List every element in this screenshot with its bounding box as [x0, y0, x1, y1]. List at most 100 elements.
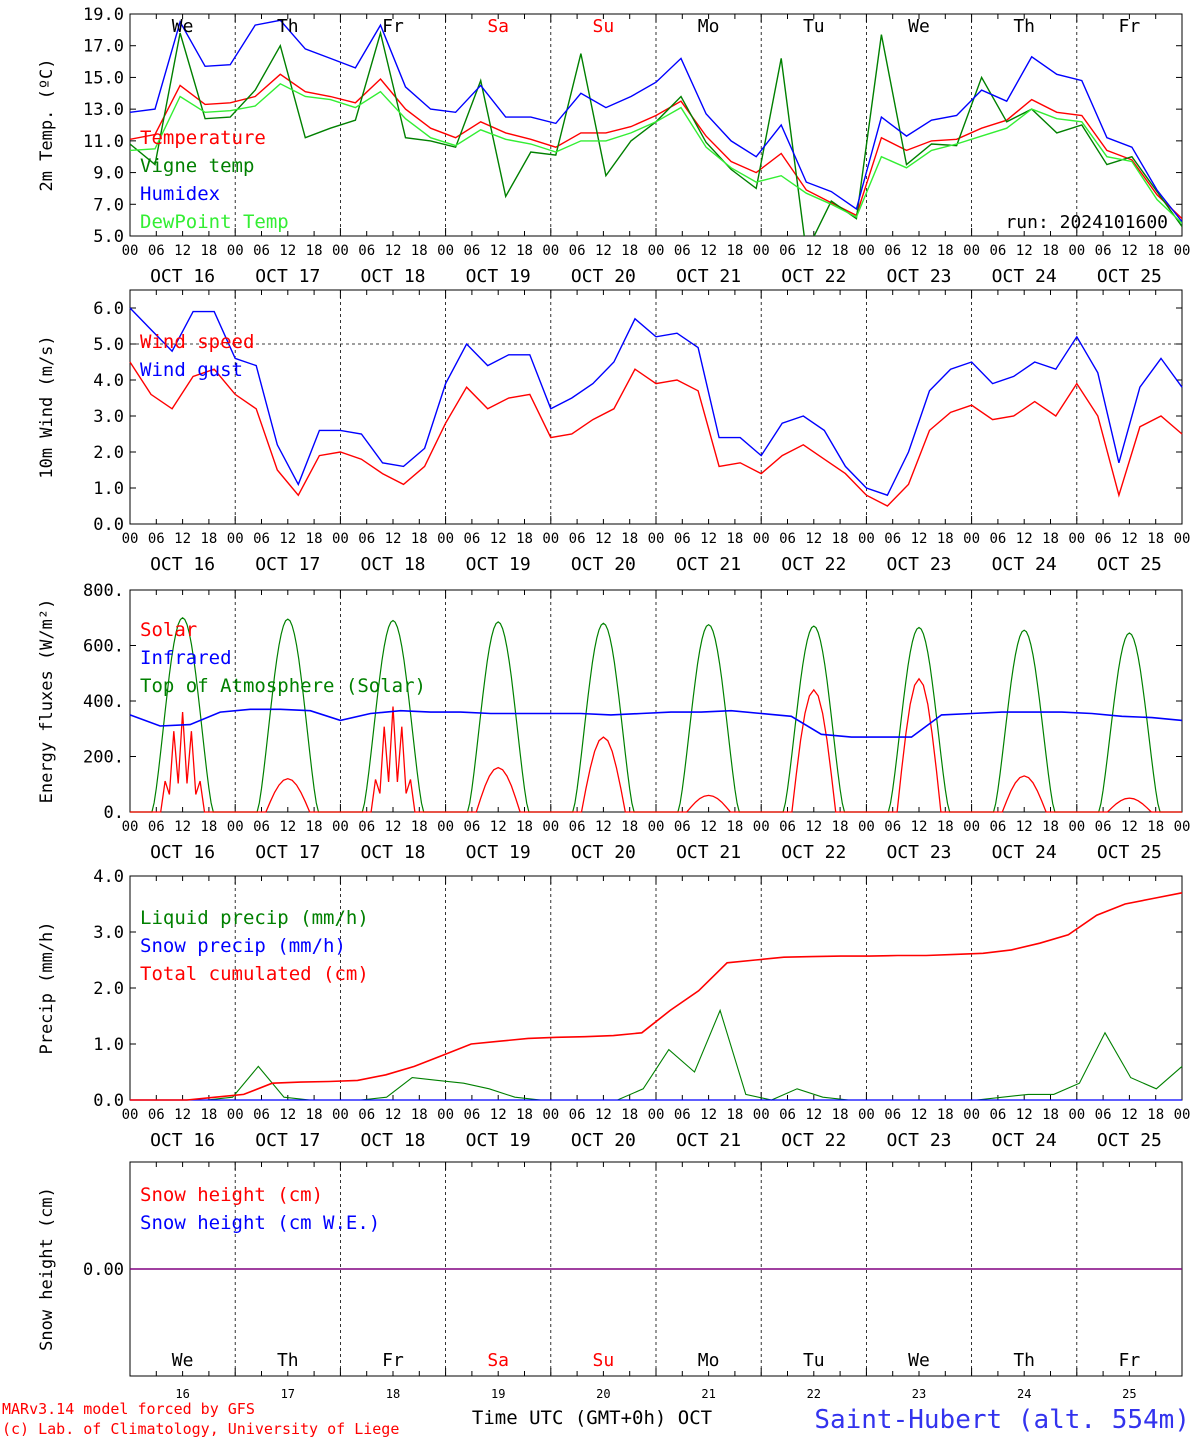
- date-label: OCT 20: [571, 554, 636, 575]
- y-tick-label: 3.0: [93, 923, 124, 943]
- date-label: OCT 21: [676, 554, 741, 575]
- hour-tick-label: 06: [884, 1107, 901, 1123]
- hour-tick-label: 12: [174, 1107, 191, 1123]
- footer: MARv3.14 model forced by GFS (c) Lab. of …: [2, 1400, 1190, 1438]
- hour-tick-label: 00: [437, 243, 454, 259]
- legend-entry: Infrared: [140, 647, 232, 669]
- hour-tick-label: 18: [200, 243, 217, 259]
- hour-tick-label: 00: [753, 1107, 770, 1123]
- hour-tick-label: 12: [805, 243, 822, 259]
- hour-tick-label: 12: [911, 819, 928, 835]
- hour-tick-label: 18: [200, 531, 217, 547]
- date-label: OCT 20: [571, 266, 636, 287]
- hour-tick-label: 00: [227, 1107, 244, 1123]
- day-abbr: Mo: [698, 1350, 720, 1371]
- series-line-wind-gust: [129, 307, 1183, 497]
- hour-tick-label: 06: [884, 243, 901, 259]
- y-tick-label: 2.0: [93, 443, 124, 463]
- day-number: 22: [807, 1387, 821, 1401]
- day-abbr: We: [908, 16, 930, 37]
- date-label: OCT 23: [886, 266, 951, 287]
- hour-tick-label: 12: [490, 531, 507, 547]
- hour-tick-label: 12: [490, 1107, 507, 1123]
- day-abbr: Th: [1013, 16, 1035, 37]
- hour-tick-label: 06: [253, 243, 270, 259]
- hour-tick-label: 18: [306, 531, 323, 547]
- hour-tick-label: 06: [674, 531, 691, 547]
- credit-line-2: (c) Lab. of Climatology, University of L…: [2, 1420, 399, 1438]
- hour-tick-label: 18: [937, 819, 954, 835]
- hour-tick-label: 18: [832, 1107, 849, 1123]
- day-number: 23: [912, 1387, 926, 1401]
- hour-tick-label: 18: [726, 531, 743, 547]
- hour-tick-label: 00: [1068, 531, 1085, 547]
- hour-tick-label: 00: [648, 819, 665, 835]
- series-group: [130, 19, 1182, 236]
- y-axis-label: 2m Temp. (ºC): [37, 58, 57, 191]
- y-tick-label: 1.0: [93, 1035, 124, 1055]
- hour-tick-label: 06: [884, 819, 901, 835]
- y-tick-label: 15.0: [83, 68, 124, 88]
- hour-tick-label: 00: [227, 819, 244, 835]
- station-label: Saint-Hubert (alt. 554m): [814, 1405, 1190, 1435]
- y-axis-label: 10m Wind (m/s): [37, 335, 57, 478]
- hour-tick-label: 12: [1016, 1107, 1033, 1123]
- hour-tick-label: 06: [463, 1107, 480, 1123]
- hour-tick-label: 12: [1016, 819, 1033, 835]
- legend-entry: Liquid precip (mm/h): [140, 907, 369, 929]
- hour-tick-label: 18: [832, 531, 849, 547]
- hour-tick-label: 12: [279, 1107, 296, 1123]
- hour-tick-label: 18: [621, 819, 638, 835]
- hour-tick-label: 12: [595, 1107, 612, 1123]
- day-abbr: Tu: [803, 1350, 825, 1371]
- y-tick-label: 9.0: [93, 164, 124, 184]
- date-label: OCT 24: [992, 266, 1057, 287]
- hour-tick-label: 06: [569, 1107, 586, 1123]
- hour-tick-label: 12: [1121, 1107, 1138, 1123]
- y-tick-label: 0.0: [93, 515, 124, 535]
- day-abbr: Mo: [698, 16, 720, 37]
- hour-tick-label: 18: [937, 531, 954, 547]
- hour-tick-label: 12: [805, 531, 822, 547]
- hour-tick-label: 18: [1042, 819, 1059, 835]
- hour-tick-label: 18: [516, 243, 533, 259]
- y-tick-label: 4.0: [93, 867, 124, 887]
- hour-tick-label: 06: [463, 531, 480, 547]
- y-tick-label: 5.0: [93, 335, 124, 355]
- hour-tick-label: 00: [963, 531, 980, 547]
- hour-tick-label: 06: [674, 1107, 691, 1123]
- hour-tick-label: 00: [437, 1107, 454, 1123]
- hour-tick-label: 00: [753, 243, 770, 259]
- hour-tick-label: 06: [253, 819, 270, 835]
- date-label: OCT 18: [360, 554, 425, 575]
- hour-tick-label: 06: [1095, 1107, 1112, 1123]
- day-abbr: We: [908, 1350, 930, 1371]
- y-tick-label: 4.0: [93, 371, 124, 391]
- legend-entry: DewPoint Temp: [140, 211, 289, 233]
- hour-tick-label: 18: [937, 243, 954, 259]
- date-label: OCT 24: [992, 842, 1057, 863]
- day-abbr: Fr: [1119, 1350, 1141, 1371]
- hour-tick-label: 18: [1042, 243, 1059, 259]
- hour-tick-label: 06: [358, 1107, 375, 1123]
- hour-tick-label: 00: [332, 243, 349, 259]
- hour-tick-label: 06: [674, 243, 691, 259]
- hour-tick-label: 06: [779, 819, 796, 835]
- panel-5: Snow height (cm) 0.00 Snow height (cm) Snow…: [37, 1161, 1183, 1401]
- hour-tick-label: 06: [148, 819, 165, 835]
- hour-tick-label: 00: [1174, 1107, 1191, 1123]
- hour-tick-label: 00: [648, 243, 665, 259]
- series-line-wind-speed: [129, 361, 1183, 507]
- hour-tick-label: 12: [1016, 531, 1033, 547]
- series-line-humidex: [130, 19, 1182, 223]
- hour-tick-label: 00: [332, 819, 349, 835]
- y-tick-label: 200.: [83, 748, 124, 768]
- date-label: OCT 23: [886, 1130, 951, 1151]
- hour-tick-label: 12: [385, 819, 402, 835]
- hour-tick-label: 00: [1068, 1107, 1085, 1123]
- hour-tick-label: 12: [1121, 243, 1138, 259]
- hour-tick-label: 06: [1095, 819, 1112, 835]
- hour-tick-label: 18: [832, 243, 849, 259]
- hour-tick-label: 06: [779, 531, 796, 547]
